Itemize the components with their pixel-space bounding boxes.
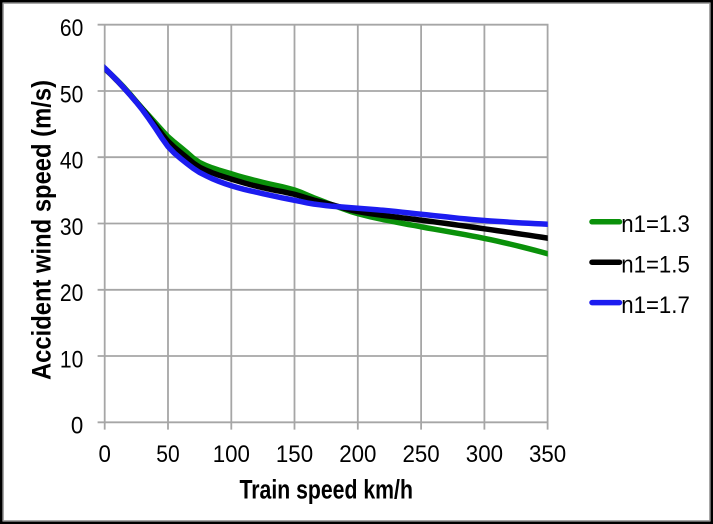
- svg-text:30: 30: [60, 214, 83, 241]
- svg-text:n1=1.7: n1=1.7: [621, 293, 690, 319]
- svg-text:40: 40: [60, 148, 83, 175]
- svg-text:250: 250: [403, 441, 440, 468]
- svg-text:60: 60: [60, 15, 83, 42]
- svg-text:150: 150: [276, 441, 313, 468]
- svg-text:50: 50: [156, 441, 179, 468]
- svg-text:0: 0: [71, 413, 83, 440]
- svg-text:100: 100: [213, 441, 250, 468]
- svg-text:n1=1.3: n1=1.3: [621, 212, 690, 238]
- svg-text:300: 300: [466, 441, 503, 468]
- svg-text:n1=1.5: n1=1.5: [621, 253, 690, 279]
- svg-text:0: 0: [99, 441, 111, 468]
- svg-text:10: 10: [60, 346, 83, 373]
- svg-text:20: 20: [60, 280, 83, 307]
- svg-text:Train speed km/h: Train speed km/h: [239, 475, 413, 505]
- svg-text:200: 200: [339, 441, 376, 468]
- svg-text:50: 50: [60, 81, 83, 108]
- svg-text:350: 350: [529, 441, 566, 468]
- svg-text:Accident wind speed (m/s): Accident wind speed (m/s): [27, 80, 57, 380]
